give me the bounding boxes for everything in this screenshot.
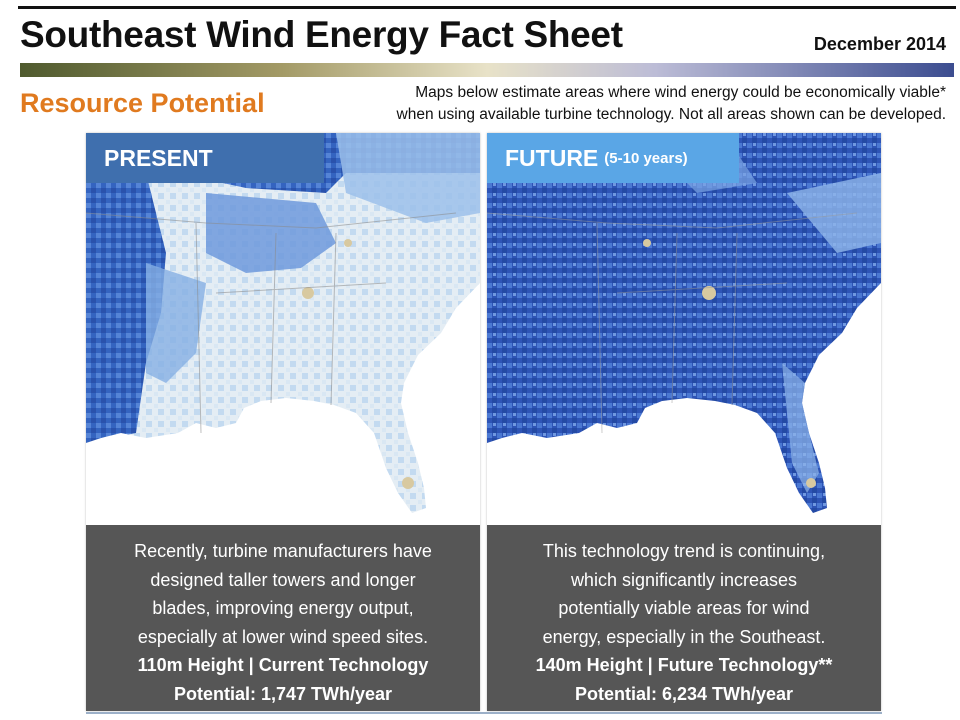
present-text-line-1: Recently, turbine manufacturers have	[134, 541, 432, 561]
present-label: PRESENT	[86, 133, 324, 183]
present-text-line-4: especially at lower wind speed sites.	[137, 626, 429, 647]
future-text-line-2: which significantly increases	[570, 569, 798, 590]
section-title: Resource Potential	[20, 88, 265, 118]
present-text-line-3: blades, improving energy output,	[152, 598, 414, 618]
page-title: Southeast Wind Energy Fact Sheet	[20, 14, 623, 55]
section-description: Maps below estimate areas where wind ene…	[286, 82, 946, 126]
future-panel: FUTURE (5-10 years) This technology tren…	[487, 133, 881, 711]
top-rule	[18, 6, 956, 9]
future-text-line-3: potentially viable areas for wind	[558, 598, 810, 618]
present-label-text: PRESENT	[104, 144, 213, 171]
present-text-box: Recently, turbine manufacturers have des…	[86, 525, 480, 711]
future-text-line-1: This technology trend is continuing,	[542, 541, 826, 561]
present-height-line: 110m Height | Current Technology	[137, 655, 429, 675]
future-label: FUTURE (5-10 years)	[487, 133, 739, 183]
future-label-text: FUTURE	[505, 144, 599, 171]
description-line-2: when using available turbine technology.…	[396, 106, 946, 123]
bottom-rule	[86, 712, 882, 714]
present-wind-map	[86, 133, 480, 525]
future-label-subtext: (5-10 years)	[604, 149, 688, 167]
future-wind-map	[487, 133, 881, 525]
future-text-box: This technology trend is continuing, whi…	[487, 525, 881, 711]
future-potential-line: Potential: 6,234 TWh/year	[574, 683, 794, 704]
future-text-line-4: energy, especially in the Southeast.	[542, 626, 826, 647]
present-text-line-2: designed taller towers and longer	[150, 569, 416, 590]
header-gradient-bar	[20, 63, 954, 77]
future-height-line: 140m Height | Future Technology**	[535, 655, 833, 675]
description-line-1: Maps below estimate areas where wind ene…	[415, 84, 946, 101]
publication-date: December 2014	[813, 34, 946, 54]
present-potential-line: Potential: 1,747 TWh/year	[173, 683, 393, 704]
present-panel: PRESENT Recently, turbine manufacturers …	[86, 133, 480, 711]
